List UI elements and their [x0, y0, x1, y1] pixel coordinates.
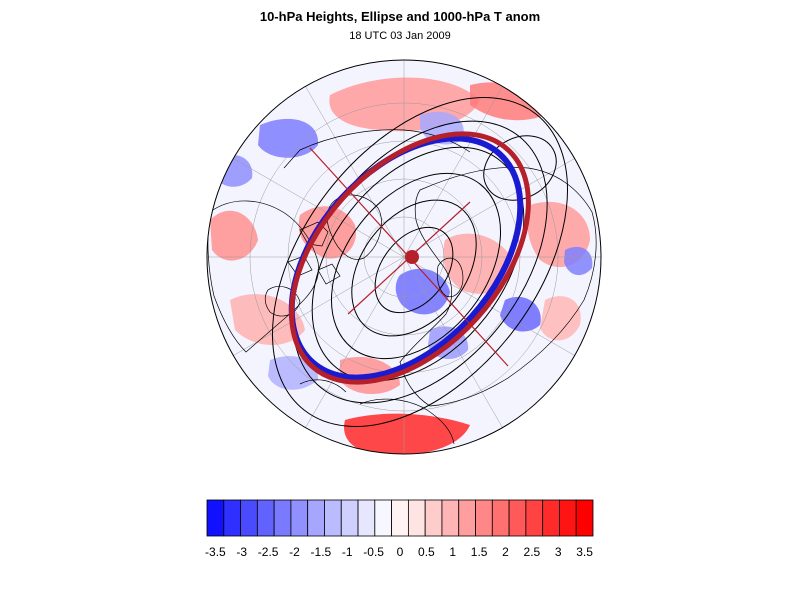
coastline-hudson-bay [264, 286, 301, 317]
coastline-greenland [326, 194, 382, 260]
anomaly-patch [540, 296, 581, 341]
colorbar-box [290, 499, 309, 537]
meridian-line [305, 256, 405, 428]
graticule [207, 60, 601, 454]
map-title: 10-hPa Heights, Ellipse and 1000-hPa T a… [259, 9, 541, 24]
meridian-line [305, 86, 405, 258]
vortex-center-marker [405, 250, 419, 264]
colorbar-boxes [206, 499, 594, 537]
colorbar-box [307, 499, 325, 537]
colorbar-box [491, 499, 510, 537]
colorbar-box [206, 499, 225, 537]
colorbar-tick-label: -0.5 [363, 545, 384, 559]
colorbar-box [559, 499, 577, 537]
meridian-line [233, 158, 405, 258]
anomaly-patch [230, 294, 305, 345]
colorbar-tick-label: 3 [555, 545, 562, 559]
colorbar-box [525, 499, 544, 537]
colorbar-box [441, 499, 460, 537]
colorbar-tick-label: -3.5 [205, 545, 226, 559]
colorbar-box [240, 499, 258, 537]
anomaly-patch [564, 246, 593, 276]
colorbar-tick-label: -2.5 [258, 545, 279, 559]
colorbar-tick-label: -1 [342, 545, 353, 559]
colorbar-tick-label: 0 [397, 545, 404, 559]
coastline-eurasia [399, 166, 597, 407]
map-subtitle: 18 UTC 03 Jan 2009 [349, 30, 451, 42]
colorbar-box [575, 499, 594, 537]
coastline-scandinavia [436, 257, 464, 298]
meridian-line [233, 256, 405, 356]
colorbar-tick-label: 1 [449, 545, 456, 559]
colorbar-tick-label: 1.5 [471, 545, 488, 559]
colorbar-box [424, 499, 443, 537]
ellipse-red [289, 131, 531, 385]
colorbar-tick-label: -2 [289, 545, 300, 559]
colorbar-box [357, 499, 376, 537]
colorbar-tick-label: -3 [236, 545, 247, 559]
coastline-canadian-archipelago [287, 221, 341, 285]
colorbar-box [542, 499, 560, 537]
colorbar-box [374, 499, 393, 537]
colorbar-tick-label: -1.5 [311, 545, 332, 559]
colorbar-box [508, 499, 527, 537]
colorbar-box [223, 499, 241, 537]
colorbar-box [475, 499, 493, 537]
globe-outline [206, 59, 602, 455]
colorbar-tick-label: 3.5 [576, 545, 593, 559]
temperature-anomaly-shading [210, 77, 593, 454]
colorbar-tick-label: 2.5 [524, 545, 541, 559]
colorbar-box [407, 499, 426, 537]
anomaly-patch [258, 118, 319, 158]
colorbar-box [324, 499, 342, 537]
colorbar-box [273, 499, 292, 537]
anomaly-patch [298, 206, 356, 259]
colorbar-box [340, 499, 359, 537]
colorbar-box [391, 499, 409, 537]
anomaly-patch [470, 82, 545, 121]
colorbar-box [256, 499, 275, 537]
vortex-ellipse [288, 131, 531, 385]
colorbar-tick-label: 2 [502, 545, 509, 559]
colorbar-tick-label: 0.5 [418, 545, 435, 559]
anomaly-patch [210, 210, 258, 261]
meridian-line [403, 158, 575, 258]
colorbar-tick-labels: -3.5 -3 -2.5 -2 -1.5 -1 -0.5 0 0.5 1 1.5 2 2.5 3 3.5 [205, 545, 593, 559]
colorbar-box [458, 499, 476, 537]
anomaly-patch [344, 413, 470, 454]
